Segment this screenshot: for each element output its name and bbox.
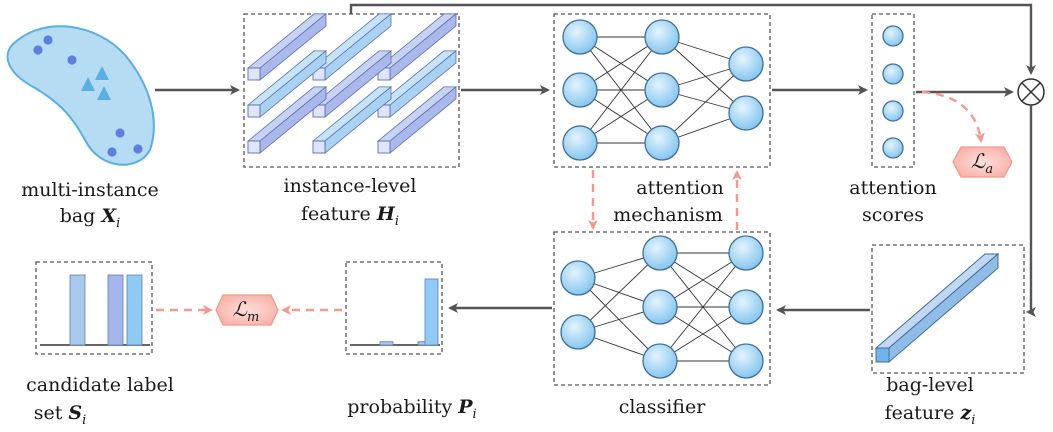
neuron (642, 343, 678, 379)
bag-shape (6, 25, 155, 166)
attention-scores-label-line2: scores (862, 204, 924, 226)
probability-bars (379, 278, 439, 346)
instance-triangle (81, 77, 95, 91)
neuron (728, 343, 764, 379)
instance-feature-prism (246, 50, 328, 118)
instance-feature-prism (311, 50, 393, 118)
instance-dot (33, 45, 43, 55)
multiply-operator (1017, 78, 1045, 106)
arrow-features-skip-to-multiply (349, 3, 1036, 75)
score-neuron (882, 100, 904, 122)
candidate-set-label-line2: set Si (34, 402, 87, 428)
attention-mechanism-label-line2: mechanism (613, 204, 723, 226)
score-neuron (882, 63, 904, 85)
dashed-arrow-scores-to-attention-loss (921, 90, 985, 143)
neuron (728, 46, 764, 82)
bar (379, 341, 394, 346)
main-loss-hexagon (215, 294, 279, 326)
score-neuron (882, 137, 904, 159)
neuron (728, 95, 764, 131)
instance-triangle (95, 66, 109, 80)
bar (69, 274, 86, 346)
attention-network (562, 19, 764, 161)
bar (424, 278, 439, 346)
instance-feature-label-line1: instance-level (284, 175, 417, 197)
neuron (562, 125, 598, 161)
probability-label: probability Pi (347, 396, 476, 422)
instance-feature-prism (376, 50, 458, 118)
arrow-multiply-to-bag-feature (1026, 105, 1036, 317)
neuron (642, 289, 678, 325)
network-edge (579, 36, 663, 144)
main-loss-label: ℒm (233, 297, 260, 325)
instance-dot (107, 147, 117, 157)
bar (126, 274, 143, 346)
score-neuron (882, 25, 904, 47)
classifier-label: classifier (619, 396, 707, 418)
neuron (644, 19, 680, 55)
instance-feature-prism (376, 13, 458, 81)
bag-label-line2: bag Xi (60, 205, 121, 231)
instance-feature-prisms (246, 13, 458, 154)
neuron (562, 72, 598, 108)
classifier-box (553, 231, 771, 386)
instance-dot (43, 35, 53, 45)
instance-dot (115, 128, 125, 138)
candidate-set-box (35, 261, 153, 355)
instance-feature-prism (311, 13, 393, 81)
neuron (728, 289, 764, 325)
network-edge (661, 63, 747, 144)
neuron (728, 235, 764, 271)
network-edge (659, 252, 747, 362)
instance-dot (67, 55, 77, 65)
instance-feature-prism (246, 13, 328, 81)
bag-feature-prism (874, 252, 1000, 364)
attention-loss-label: ℒa (971, 149, 993, 177)
neuron (644, 72, 680, 108)
probability-box (345, 261, 443, 355)
neuron (644, 125, 680, 161)
neuron (560, 260, 596, 296)
bag-label-line1: multi-instance (21, 179, 159, 201)
network-edge (577, 252, 661, 333)
attention-scores-label-line1: attention (849, 177, 936, 199)
candidate-set-label-line1: candidate label (26, 374, 174, 396)
instance-dot (133, 144, 143, 154)
attention-loss-hexagon (952, 146, 1013, 178)
bag-group: multi-instance bag Xi (6, 25, 159, 231)
attention-scores-box (871, 13, 915, 168)
instance-feature-prism (311, 86, 393, 154)
instance-triangle (97, 86, 111, 100)
classifier-network (560, 235, 764, 379)
neuron (560, 314, 596, 350)
instance-feature-prism (246, 86, 328, 154)
bag-feature-label-line2: feature zi (885, 402, 976, 428)
bar (107, 274, 124, 346)
attention-network-box (553, 13, 771, 168)
network-edge (661, 36, 747, 114)
candidate-bars (69, 274, 143, 346)
attention-mechanism-label-line1: attention (636, 177, 723, 199)
bag-feature-label-line1: bag-level (886, 374, 973, 396)
instance-feature-label-line2: feature Hi (301, 203, 399, 229)
neuron (642, 235, 678, 271)
instance-feature-prism (376, 86, 458, 154)
neuron (562, 19, 598, 55)
